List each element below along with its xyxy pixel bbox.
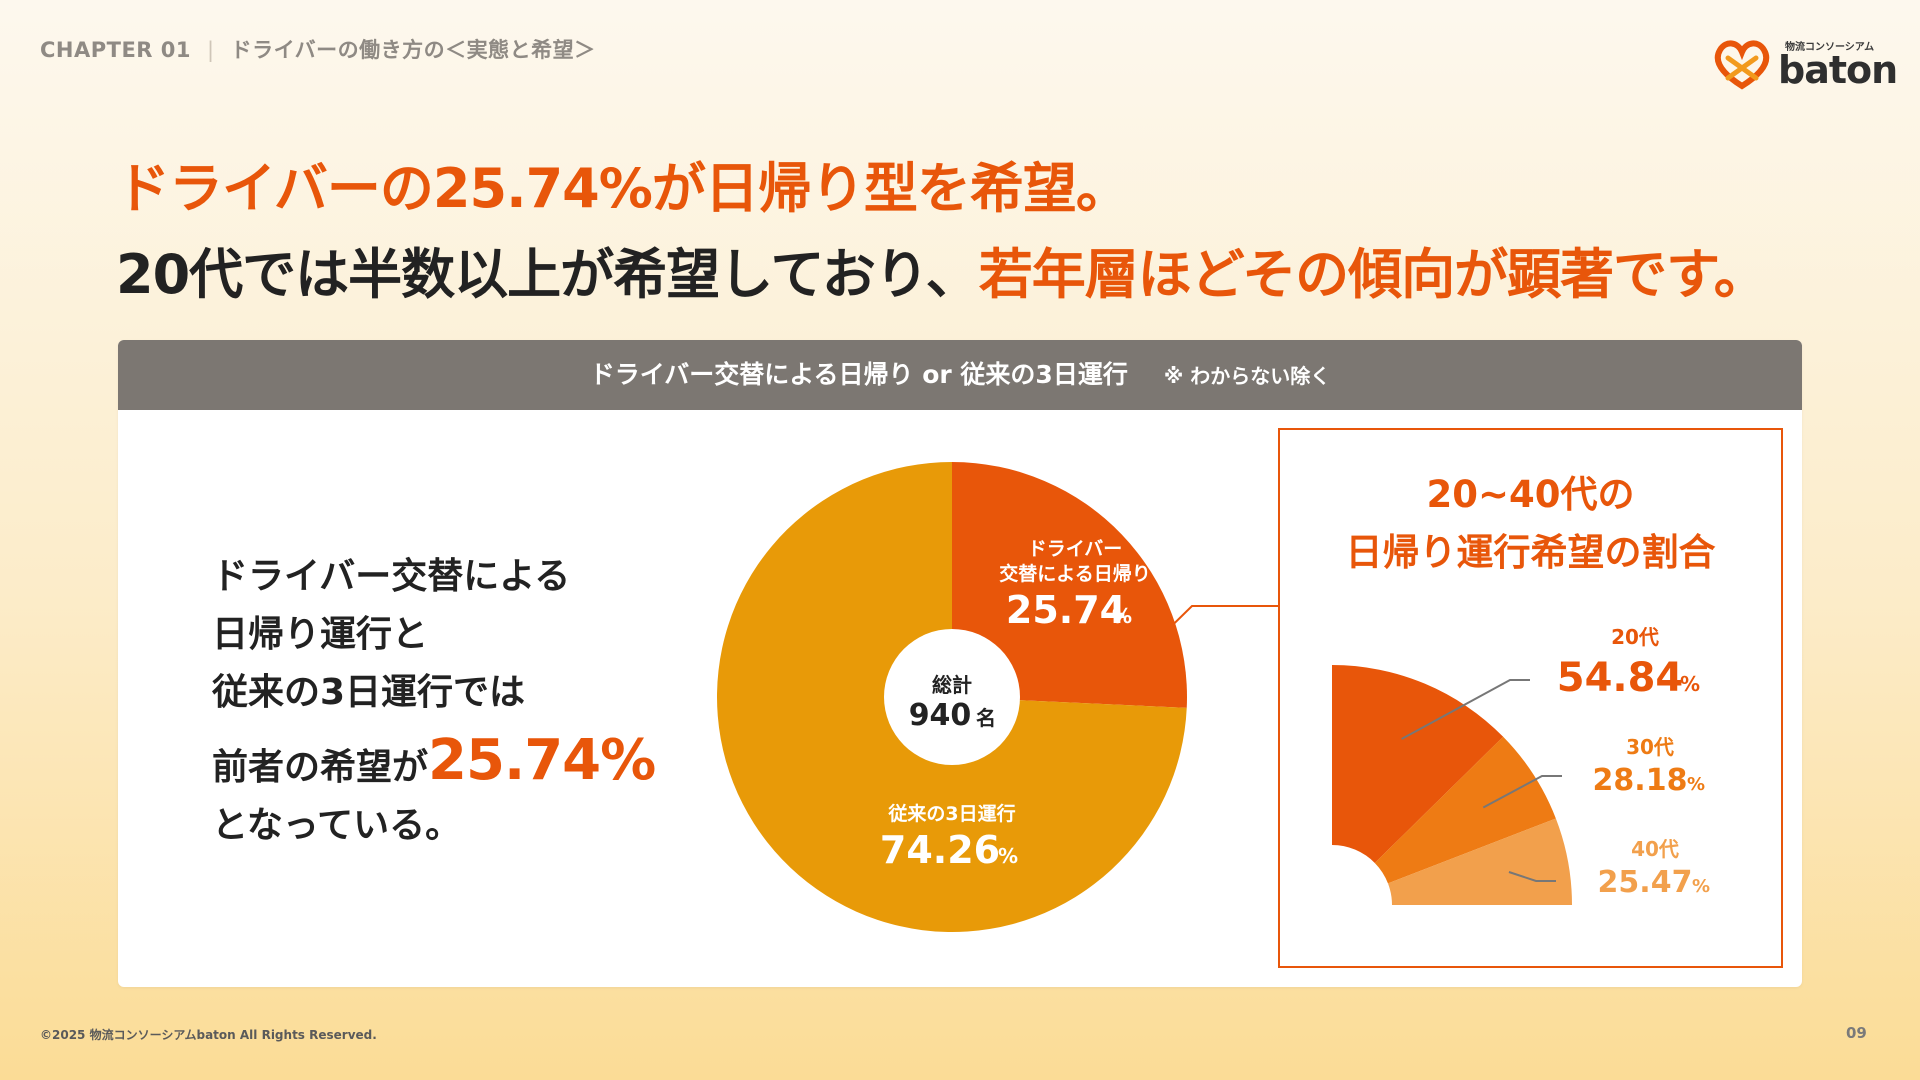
age-inset-title-line1: 20~40代の — [1426, 473, 1635, 516]
age-leader-line — [1401, 679, 1530, 740]
age-sector-20代 — [1332, 665, 1504, 863]
summary-line-4-text: 前者の希望が — [212, 747, 429, 788]
pie-label-dayreturn-line1: ドライバー — [1028, 538, 1123, 560]
headline-line-1: ドライバーの25.74%が日帰り型を希望。 — [116, 157, 1130, 220]
baton-logo-icon — [1714, 40, 1770, 90]
pie-slice-dayreturn — [952, 462, 1187, 708]
age-inset-title-line2: 日帰り運行希望の割合 — [1345, 531, 1716, 574]
panel-header: ドライバー交替による日帰り or 従来の3日運行 ※ わからない除く — [118, 340, 1802, 410]
pie-label-3day: 従来の3日運行 — [887, 802, 1015, 825]
summary-highlight-value: 25.74% — [428, 728, 656, 793]
age-inset-title: 20~40代の 日帰り運行希望の割合 — [1278, 466, 1783, 582]
age-unit-40s: % — [1692, 876, 1710, 897]
headline-line-2: 20代では半数以上が希望しており、若年層ほどその傾向が顕著です。 — [116, 230, 1768, 309]
age-value-30s: 28.18 — [1593, 763, 1688, 798]
pie-value-3day: 74.26 — [880, 828, 1000, 872]
pie-label-dayreturn-line2: 交替による日帰り — [999, 562, 1150, 585]
logo-subtitle: 物流コンソーシアム — [1785, 42, 1875, 53]
age-unit-30s: % — [1687, 774, 1705, 795]
summary-text: ドライバー交替による 日帰り運行と 従来の3日運行では 前者の希望が25.74%… — [212, 548, 656, 855]
chapter-divider: | — [207, 38, 215, 62]
pie-center-label: 総計 — [932, 673, 972, 697]
age-leader-line — [1482, 775, 1562, 809]
age-fan-chart: 20代 54.84 % 30代 28.18 % 40代 25.47 % — [1332, 625, 1710, 905]
pie-center-value: 940 — [909, 698, 972, 733]
summary-line-3: 従来の3日運行では — [212, 672, 526, 713]
panel-note: ※ わからない除く — [1163, 364, 1331, 388]
age-label-40s: 40代 — [1631, 837, 1679, 861]
age-leader-line — [1508, 871, 1556, 882]
chapter-label: CHAPTER 01 | ドライバーの働き方の＜実態と希望＞ — [40, 34, 596, 64]
pie-value-dayreturn: 25.74 — [1006, 588, 1126, 632]
summary-line-1: ドライバー交替による — [212, 556, 571, 597]
headline-line-2-highlight: 若年層ほどその傾向が顕著です。 — [978, 243, 1768, 306]
pie-center-unit: 名 — [976, 706, 996, 730]
pie-center-hole — [884, 629, 1020, 765]
summary-line-5: となっている。 — [212, 805, 462, 846]
age-sector-30代 — [1374, 736, 1556, 884]
pie-chart: 総計 940 名 ドライバー 交替による日帰り 25.74 % 従来の3日運行 … — [717, 462, 1187, 932]
summary-line-2: 日帰り運行と — [212, 614, 429, 655]
pie-unit-dayreturn: % — [1112, 604, 1132, 628]
chapter-number: CHAPTER 01 — [40, 38, 192, 62]
pie-unit-3day: % — [998, 844, 1018, 868]
panel-title: ドライバー交替による日帰り or 従来の3日運行 — [589, 360, 1128, 389]
chapter-section: ドライバーの働き方の＜実態と希望＞ — [230, 38, 596, 62]
baton-logo: 物流コンソーシアム baton — [1710, 34, 1898, 94]
age-label-20s: 20代 — [1611, 625, 1659, 649]
age-value-20s: 54.84 — [1557, 655, 1684, 701]
age-label-30s: 30代 — [1626, 735, 1674, 759]
page-number: 09 — [1846, 1024, 1867, 1042]
logo-wordmark: baton — [1778, 48, 1898, 92]
headline-line-2-a: 20代では半数以上が希望しており、 — [116, 243, 980, 306]
age-value-40s: 25.47 — [1598, 865, 1693, 900]
age-sector-40代 — [1387, 818, 1572, 905]
age-unit-20s: % — [1680, 672, 1700, 696]
summary-line-4: 前者の希望が25.74% — [212, 732, 656, 797]
footer-copyright: ©2025 物流コンソーシアムbaton All Rights Reserved… — [40, 1028, 377, 1042]
